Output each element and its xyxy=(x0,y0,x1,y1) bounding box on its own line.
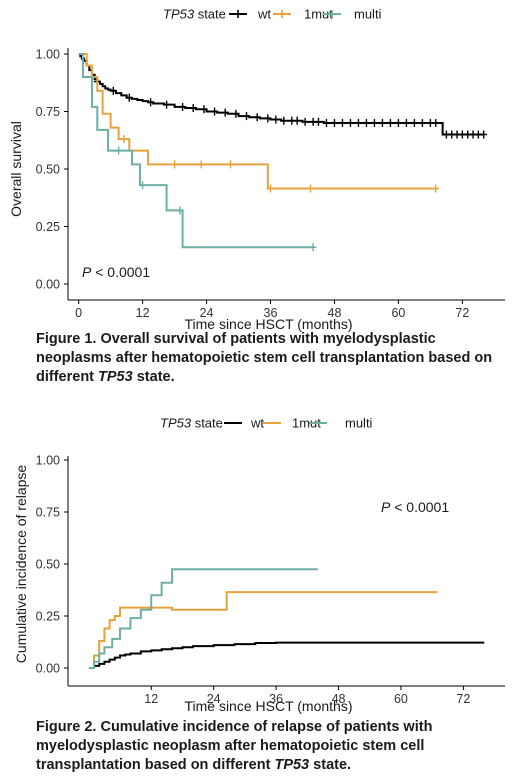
chart2-p-value-annotation: P < 0.0001 xyxy=(381,499,449,515)
figure-2-text-a: Cumulative incidence of relapse of patie… xyxy=(36,719,433,773)
chart1-x-tick-label-3: 36 xyxy=(264,306,278,320)
chart2-series-line-wt xyxy=(89,641,485,669)
chart2-series-line-1mut xyxy=(88,591,438,669)
chart2-legend-label-wt: wt xyxy=(250,416,264,431)
chart1-x-axis-title: Time since HSCT (months) xyxy=(184,316,352,332)
figure-2-caption: Figure 2. Cumulative incidence of relaps… xyxy=(36,718,506,775)
figure-2-label: Figure 2. xyxy=(36,719,97,735)
chart2-legend-label-1mut: 1mut xyxy=(292,416,321,431)
figure-1-label: Figure 1. xyxy=(36,331,97,347)
chart2-x-tick-label-4: 60 xyxy=(394,692,408,706)
chart2-legend-label-multi: multi xyxy=(345,416,373,431)
figure-1-text-b: state. xyxy=(136,369,175,385)
chart1-x-tick-label-5: 60 xyxy=(391,306,405,320)
figure-2-gene: TP53 xyxy=(274,757,310,773)
chart2-y-tick-label-4: 1.00 xyxy=(36,454,60,468)
chart1-y-tick-label-0: 0.00 xyxy=(36,278,60,292)
chart2-y-tick-label-2: 0.50 xyxy=(36,558,60,572)
chart2-x-tick-label-0: 12 xyxy=(144,692,158,706)
chart2-legend-title: TP53 state xyxy=(160,416,223,431)
chart2-y-tick-label-0: 0.00 xyxy=(36,662,60,676)
chart2-x-tick-label-3: 48 xyxy=(332,692,346,706)
figure-1-text-a: Overall survival of patients with myelod… xyxy=(36,331,493,385)
chart1-legend-label-multi: multi xyxy=(354,7,382,22)
chart1-y-tick-label-2: 0.50 xyxy=(36,163,60,177)
chart1-y-tick-label-4: 1.00 xyxy=(36,48,60,62)
chart1-x-tick-label-1: 12 xyxy=(136,306,150,320)
figure-2-text-b: state. xyxy=(313,757,352,773)
chart1-p-value-annotation: P < 0.0001 xyxy=(82,264,150,280)
chart2-x-axis-title: Time since HSCT (months) xyxy=(184,698,352,714)
chart1-x-tick-label-4: 48 xyxy=(328,306,342,320)
chart2-x-tick-label-1: 24 xyxy=(207,692,221,706)
chart2-y-tick-label-1: 0.25 xyxy=(36,610,60,624)
chart2-y-tick-label-3: 0.75 xyxy=(36,506,60,520)
chart1-x-tick-label-6: 72 xyxy=(455,306,469,320)
chart1-legend-label-wt: wt xyxy=(257,7,271,22)
figure-1-caption: Figure 1. Overall survival of patients w… xyxy=(36,330,506,387)
chart1-x-tick-label-2: 24 xyxy=(200,306,214,320)
chart2-x-tick-label-5: 72 xyxy=(456,692,470,706)
chart2-series-line-multi xyxy=(88,568,318,669)
chart1-legend-title: TP53 state xyxy=(163,7,226,22)
chart1-y-tick-label-1: 0.25 xyxy=(36,220,60,234)
chart1-y-axis-title: Overall survival xyxy=(8,121,24,217)
chart2-x-tick-label-2: 36 xyxy=(269,692,283,706)
chart1-series-line-1mut xyxy=(78,53,436,190)
chart1-legend-label-1mut: 1mut xyxy=(304,7,333,22)
chart2-y-axis-title: Cumulative incidence of relapse xyxy=(13,465,29,664)
chart1-x-tick-label-0: 0 xyxy=(75,306,82,320)
chart1-y-tick-label-3: 0.75 xyxy=(36,105,60,119)
figure-1-gene: TP53 xyxy=(98,369,133,385)
chart1-series-line-multi xyxy=(78,53,314,249)
